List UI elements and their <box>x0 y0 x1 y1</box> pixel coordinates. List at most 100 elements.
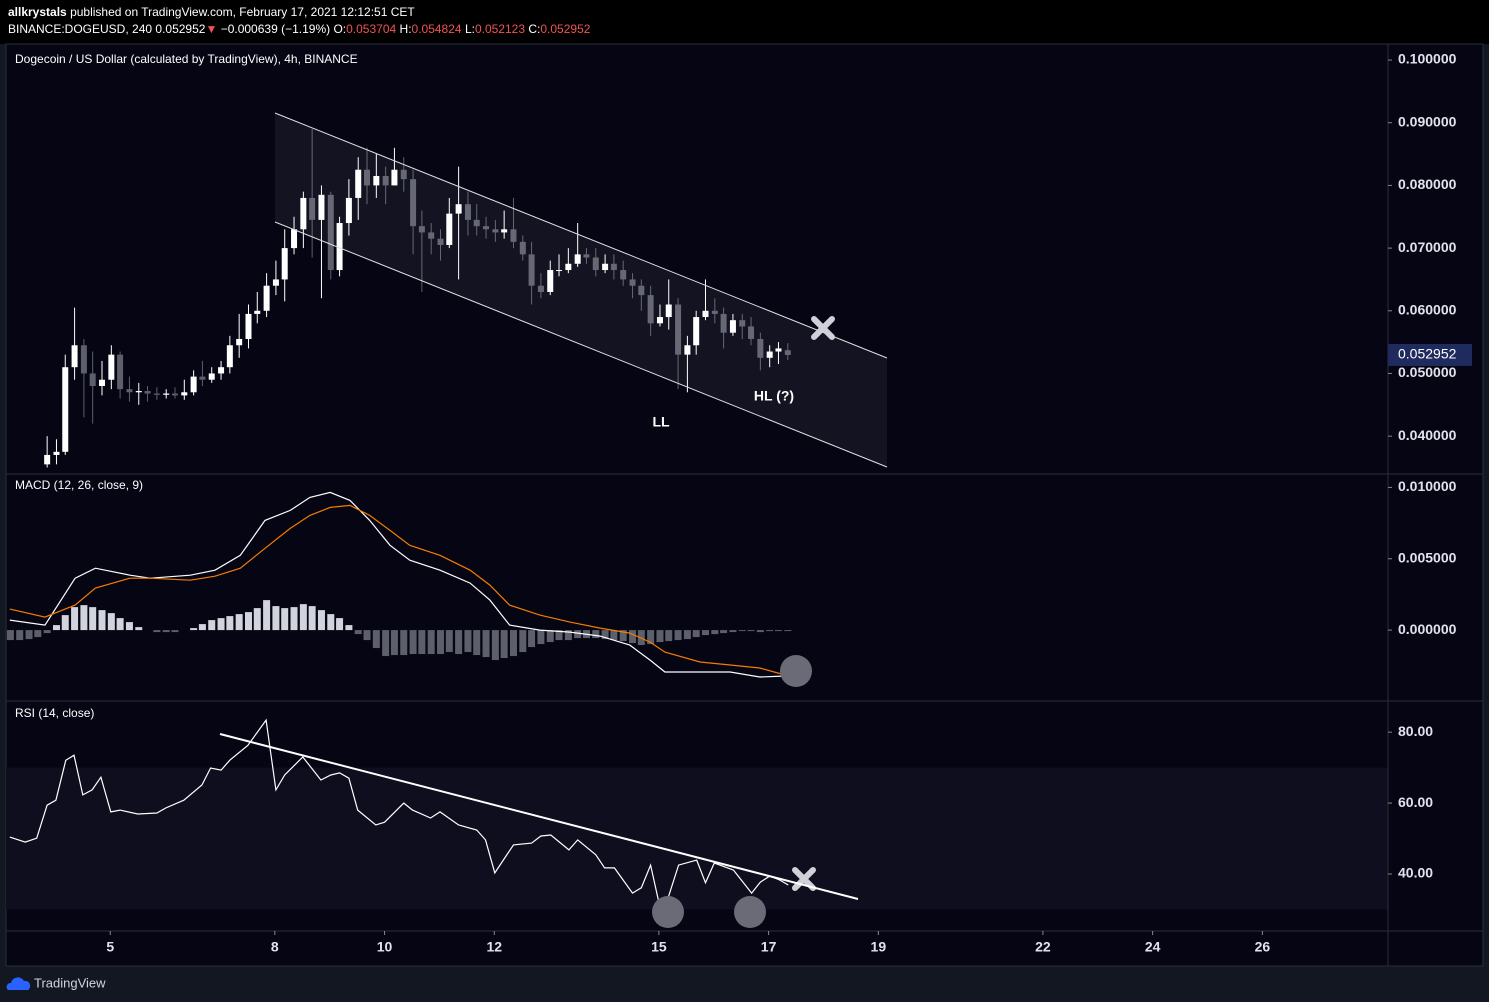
candle-body <box>53 451 60 455</box>
last-price-box <box>1388 343 1472 366</box>
x-tick-label: 8 <box>271 939 279 955</box>
candle-body <box>418 226 425 233</box>
candle-body <box>62 367 69 452</box>
o-label: O: <box>333 22 347 36</box>
o: 0.053704 <box>346 22 397 36</box>
histogram-bar <box>43 630 51 634</box>
marker-circle <box>734 896 766 928</box>
histogram-bar <box>235 614 243 631</box>
candle-body <box>675 304 682 355</box>
l: 0.052123 <box>474 22 526 36</box>
channel-top <box>274 112 888 359</box>
y-tick-label: 0.090000 <box>1398 113 1457 129</box>
histogram-bar <box>390 630 398 656</box>
candle-body <box>638 285 645 296</box>
candle-body <box>71 345 78 368</box>
y-tick-label: 80.00 <box>1398 723 1433 739</box>
histogram-bar <box>738 630 746 632</box>
macd-line <box>9 504 786 676</box>
candle-body <box>89 373 96 387</box>
candle-body <box>629 279 636 286</box>
candle-body <box>720 313 727 333</box>
y-tick-label: 60.00 <box>1398 794 1433 810</box>
histogram-bar <box>372 630 380 649</box>
histogram-bar <box>336 618 344 631</box>
histogram-bar <box>766 630 774 632</box>
candle-body <box>565 263 572 271</box>
candle-body <box>218 367 225 374</box>
candle-body <box>226 345 233 368</box>
candle-body <box>44 454 51 465</box>
published: published on TradingView.com, February 1… <box>70 5 415 19</box>
candle-body <box>108 354 115 380</box>
candle-body <box>620 270 627 280</box>
histogram-bar <box>610 630 618 641</box>
plot-layer <box>6 128 1388 910</box>
pane-title: Dogecoin / US Dollar (calculated by Trad… <box>15 52 358 66</box>
c-label: C: <box>528 22 541 36</box>
x-tick-label: 15 <box>651 939 667 955</box>
histogram-bar <box>34 630 42 638</box>
candle-body <box>410 179 417 227</box>
histogram-bar <box>89 607 97 631</box>
candle-body <box>748 326 755 339</box>
histogram-bar <box>290 607 298 631</box>
histogram-bar <box>354 630 362 635</box>
histogram-bar <box>217 618 225 631</box>
histogram-bar <box>537 630 545 645</box>
histogram-bar <box>25 630 33 640</box>
header-line-2: BINANCE:DOGEUSD, 240 0.052952▼ −0.000639… <box>8 22 590 36</box>
y-tick-label: 0.040000 <box>1398 427 1457 443</box>
histogram-bar <box>71 607 79 631</box>
candle-body <box>647 295 654 324</box>
candle-body <box>199 376 206 380</box>
y-tick-label: 0.080000 <box>1398 176 1457 192</box>
histogram-bar <box>574 630 582 639</box>
candle-body <box>272 279 279 286</box>
header-line-1: allkrystals published on TradingView.com… <box>8 5 415 19</box>
histogram-bar <box>226 616 234 631</box>
x-tick-label: 22 <box>1035 939 1051 955</box>
x-tick-label: 17 <box>761 939 777 955</box>
candle-body <box>437 238 444 245</box>
candle-body <box>171 393 178 396</box>
candle-body <box>144 391 151 394</box>
symbol: BINANCE:DOGEUSD, 240 <box>8 22 153 36</box>
c: 0.052952 <box>540 22 591 36</box>
histogram-bar <box>601 630 609 640</box>
histogram-bar <box>592 630 600 639</box>
candle-body <box>254 310 261 314</box>
candle-body <box>775 348 782 352</box>
histogram-bar <box>711 630 719 635</box>
rsi-band <box>6 767 1388 910</box>
histogram-bar <box>720 630 728 634</box>
histogram-bar <box>98 610 106 631</box>
candle-body <box>336 223 343 271</box>
y-tick-label: 0.000000 <box>1398 621 1457 637</box>
histogram-bar <box>564 630 572 641</box>
y-tick-label: 0.050000 <box>1398 364 1457 380</box>
candle-body <box>363 169 370 186</box>
histogram-bar <box>500 630 508 659</box>
histogram-bar <box>729 630 737 633</box>
histogram-bar <box>647 630 655 645</box>
candle-body <box>382 176 389 186</box>
histogram-bar <box>482 630 490 658</box>
candle-body <box>729 320 736 333</box>
histogram-bar <box>491 630 499 661</box>
candle-body <box>455 204 462 214</box>
candle-body <box>190 376 197 393</box>
histogram-bar <box>153 630 161 633</box>
brand-logo <box>6 977 31 990</box>
histogram-bar <box>272 606 280 631</box>
candle-body <box>583 254 590 258</box>
histogram-bar <box>464 630 472 653</box>
candle-body <box>784 350 791 355</box>
x-tick-label: 26 <box>1255 939 1271 955</box>
candle-body <box>610 263 617 271</box>
channel-bottom <box>274 221 888 468</box>
histogram-bar <box>519 630 527 653</box>
histogram-bar <box>692 630 700 638</box>
